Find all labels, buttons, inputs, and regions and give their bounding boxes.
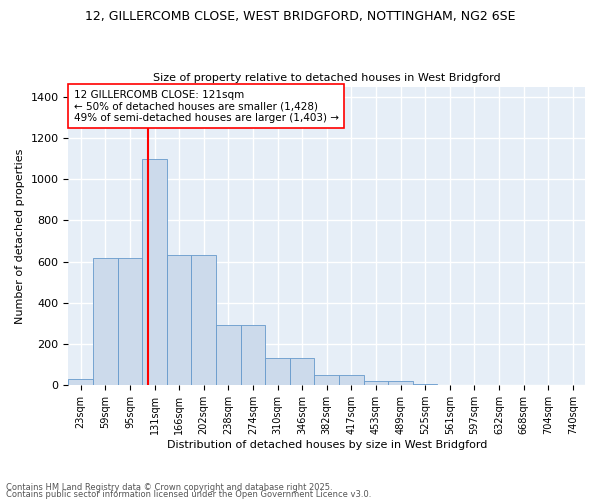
Bar <box>241 326 265 385</box>
Y-axis label: Number of detached properties: Number of detached properties <box>15 148 25 324</box>
Bar <box>339 375 364 385</box>
Bar <box>388 381 413 385</box>
Text: 12 GILLERCOMB CLOSE: 121sqm
← 50% of detached houses are smaller (1,428)
49% of : 12 GILLERCOMB CLOSE: 121sqm ← 50% of det… <box>74 90 338 122</box>
Bar <box>364 381 388 385</box>
Bar <box>265 358 290 385</box>
Text: Contains public sector information licensed under the Open Government Licence v3: Contains public sector information licen… <box>6 490 371 499</box>
X-axis label: Distribution of detached houses by size in West Bridgford: Distribution of detached houses by size … <box>167 440 487 450</box>
Bar <box>68 379 93 385</box>
Text: Contains HM Land Registry data © Crown copyright and database right 2025.: Contains HM Land Registry data © Crown c… <box>6 484 332 492</box>
Bar <box>142 158 167 385</box>
Bar <box>191 256 216 385</box>
Bar <box>93 258 118 385</box>
Bar <box>167 256 191 385</box>
Bar <box>118 258 142 385</box>
Bar <box>216 326 241 385</box>
Bar <box>413 384 437 385</box>
Bar <box>314 375 339 385</box>
Text: 12, GILLERCOMB CLOSE, WEST BRIDGFORD, NOTTINGHAM, NG2 6SE: 12, GILLERCOMB CLOSE, WEST BRIDGFORD, NO… <box>85 10 515 23</box>
Title: Size of property relative to detached houses in West Bridgford: Size of property relative to detached ho… <box>153 73 500 83</box>
Bar <box>290 358 314 385</box>
